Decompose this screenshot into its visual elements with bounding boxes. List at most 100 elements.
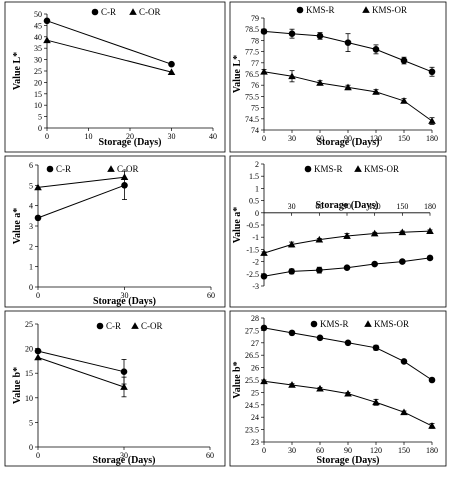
panel-frame xyxy=(4,310,226,467)
y-tick-label: 0 xyxy=(29,283,33,292)
legend-entry: KMS-OR xyxy=(354,164,399,174)
data-point xyxy=(372,344,380,352)
data-point xyxy=(428,117,436,124)
data-point xyxy=(120,173,129,181)
x-axis-label: Storage (Days) xyxy=(98,137,161,148)
chart-panel-bottom-right: 23 23.5 24 24.5 25 25.5 26 26.5 27 27.5 28 0 30 60 90 1… xyxy=(229,310,447,467)
series-KMS-OR xyxy=(260,67,436,125)
x-tick-label: 180 xyxy=(426,134,438,143)
y-tick-label: 5 xyxy=(29,181,33,190)
x-tick-label: 180 xyxy=(426,446,438,455)
series-line xyxy=(37,184,125,219)
data-point xyxy=(168,60,175,68)
data-point xyxy=(372,88,380,95)
data-point xyxy=(260,377,268,385)
chart-panel-top-left: 0 5 10 15 20 25 30 35 40 45 50 0 10 20 30 40 Storage (Da… xyxy=(4,1,226,153)
data-point xyxy=(344,83,352,91)
x-tick-label: 60 xyxy=(315,202,323,211)
data-point xyxy=(372,398,380,406)
y-tick-label: 76 xyxy=(251,81,259,90)
data-point xyxy=(260,28,268,35)
data-point xyxy=(288,329,296,337)
x-tick-label: 0 xyxy=(36,451,40,460)
data-point xyxy=(398,228,407,236)
data-point xyxy=(121,182,128,189)
x-tick-label: 60 xyxy=(316,134,324,143)
data-point xyxy=(343,232,351,239)
y-tick-label: 23 xyxy=(251,438,259,447)
x-tick-label: 0 xyxy=(36,291,40,300)
y-tick-label: 1 xyxy=(255,184,259,193)
legend-marker xyxy=(304,165,312,173)
x-tick-label: 0 xyxy=(262,446,266,455)
data-point xyxy=(315,235,324,243)
data-point xyxy=(43,17,51,25)
x-tick-label: 150 xyxy=(398,446,410,455)
data-point xyxy=(370,229,379,237)
y-axis-label: Value L* xyxy=(12,52,23,90)
legend-label: KMS-OR xyxy=(374,319,409,329)
x-tick-label: 20 xyxy=(126,132,134,141)
y-tick-label: -2.5 xyxy=(246,270,259,279)
data-point xyxy=(399,258,406,265)
legend-label: C-R xyxy=(106,321,121,331)
data-point xyxy=(428,376,436,384)
y-tick-label: 2 xyxy=(29,242,33,251)
y-tick-label: 23.5 xyxy=(245,426,259,435)
y-tick-label: 4 xyxy=(29,202,33,211)
x-tick-label: 30 xyxy=(288,446,296,455)
x-axis-label: Storage (Days) xyxy=(316,137,379,148)
legend-entry: KMS-R xyxy=(296,5,335,15)
data-point xyxy=(34,214,42,222)
data-point xyxy=(344,39,352,46)
legend-label: C-R xyxy=(101,7,116,17)
data-point xyxy=(400,57,408,64)
x-tick-label: 60 xyxy=(316,446,324,455)
x-axis-label: Storage (Days) xyxy=(93,296,156,307)
legend-marker xyxy=(46,165,54,173)
legend-label: C-R xyxy=(56,164,71,174)
legend-marker xyxy=(131,322,139,329)
panel-frame xyxy=(229,310,447,467)
y-tick-label: 35 xyxy=(34,44,42,53)
x-tick-label: 90 xyxy=(343,202,351,211)
legend-entry: C-R xyxy=(91,7,116,17)
data-point xyxy=(167,68,176,75)
y-tick-label: 15 xyxy=(25,369,33,378)
legend-entry: KMS-R xyxy=(310,319,349,329)
legend-label: C-OR xyxy=(141,321,163,331)
y-tick-label: 78 xyxy=(251,36,259,45)
data-point xyxy=(120,368,128,376)
legend-marker xyxy=(296,6,304,14)
y-tick-label: 10 xyxy=(25,394,33,403)
y-tick-label: 15 xyxy=(34,90,42,99)
y-tick-label: -0.5 xyxy=(246,221,259,230)
x-axis-label: Storage (Days) xyxy=(316,455,379,466)
legend-entry: KMS-OR xyxy=(362,5,407,15)
x-tick-label: 30 xyxy=(168,132,176,141)
legend-label: KMS-R xyxy=(306,5,335,15)
y-tick-label: 20 xyxy=(25,345,33,354)
legend-entry: KMS-OR xyxy=(364,319,409,329)
x-tick-label: 120 xyxy=(370,446,382,455)
legend-marker xyxy=(364,320,372,327)
data-point xyxy=(34,353,42,361)
data-point xyxy=(426,254,434,262)
legend-marker xyxy=(362,6,370,13)
legend-entry: C-OR xyxy=(131,321,163,331)
data-point xyxy=(372,46,380,53)
x-tick-label: 30 xyxy=(288,202,296,211)
x-tick-label: 180 xyxy=(424,202,436,211)
panel-frame xyxy=(4,155,226,308)
legend-label: KMS-R xyxy=(320,319,349,329)
x-axis-label: Storage (Days) xyxy=(92,455,155,466)
y-tick-label: 10 xyxy=(34,101,42,110)
x-tick-label: 120 xyxy=(370,134,382,143)
y-tick-label: 25 xyxy=(251,388,259,397)
y-tick-label: 79 xyxy=(251,14,259,23)
y-tick-label: -1 xyxy=(252,233,259,242)
data-point xyxy=(287,240,296,248)
data-point xyxy=(400,97,408,104)
y-tick-label: 77.5 xyxy=(245,48,259,57)
